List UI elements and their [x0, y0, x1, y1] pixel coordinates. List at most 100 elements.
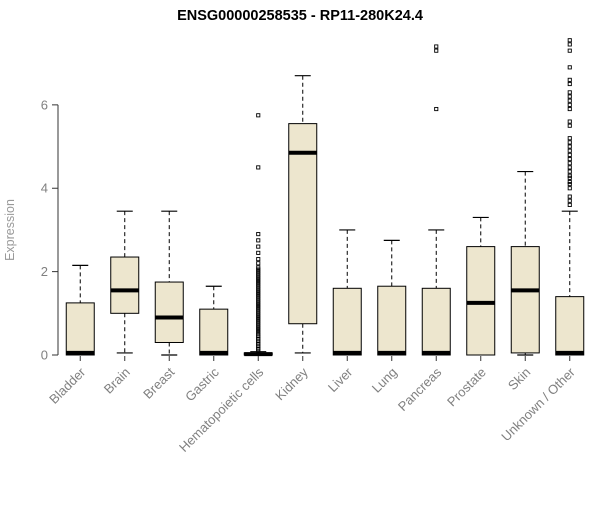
y-tick-label: 2 [41, 264, 48, 279]
outlier-point [256, 277, 261, 283]
outlier-point [256, 267, 261, 272]
boxplot-skin: Skin [505, 170, 540, 393]
outlier-point [256, 273, 261, 278]
outlier-point [567, 157, 572, 162]
outlier-point [256, 257, 261, 262]
outlier-point [567, 202, 572, 207]
outlier-point [256, 327, 261, 333]
outlier-point [256, 317, 261, 322]
outlier-point [567, 165, 572, 170]
x-category-label: Breast [140, 364, 177, 401]
x-category-label: Brain [101, 365, 133, 397]
y-tick-label: 4 [41, 181, 48, 196]
iqr-box [510, 246, 540, 354]
boxplot-prostate: Prostate [444, 216, 496, 410]
outlier-point [567, 179, 572, 185]
y-tick-label: 6 [41, 97, 48, 112]
outlier-point [256, 298, 261, 303]
outlier-point [256, 261, 261, 266]
outlier-point [567, 106, 572, 112]
outlier-point [567, 77, 572, 82]
boxplot-breast: Breast [140, 210, 184, 402]
outlier-point [567, 65, 572, 70]
outlier-point [256, 307, 261, 312]
x-category-label: Liver [325, 364, 356, 395]
x-category-label: Prostate [444, 365, 489, 410]
outlier-point [256, 282, 261, 287]
outlier-point [256, 309, 261, 314]
outlier-point [567, 169, 572, 174]
plot-area: 0 2 4 6 Bladder Brain Breast GastricHematopoiet… [41, 38, 585, 455]
outlier-point [567, 144, 572, 149]
outlier-point [567, 94, 572, 99]
outlier-point [567, 42, 572, 47]
outlier-point [256, 300, 261, 305]
x-category-label: Skin [505, 365, 533, 393]
boxplot-hematopoietic-cells: Hematopoietic cells [176, 113, 273, 455]
iqr-box [332, 287, 362, 356]
outlier-point [567, 98, 572, 103]
x-category-label: Kidney [272, 364, 311, 403]
chart-title: ENSG00000258535 - RP11-280K24.4 [177, 8, 423, 24]
outlier-point [567, 140, 572, 145]
x-category-label: Lung [369, 365, 400, 396]
boxplot-kidney: Kidney [272, 75, 318, 403]
outlier-point [567, 152, 572, 157]
iqr-box [110, 256, 140, 314]
outlier-point [256, 165, 261, 170]
outlier-point [256, 290, 261, 295]
outlier-point [256, 319, 261, 324]
boxplot-gastric: Gastric [182, 285, 229, 404]
iqr-box [466, 246, 496, 356]
outlier-point [256, 288, 261, 293]
iqr-box [377, 285, 407, 356]
iqr-box [421, 287, 451, 356]
outlier-point [256, 313, 261, 318]
outlier-point [256, 325, 261, 330]
outlier-point [256, 232, 261, 237]
outlier-point [256, 332, 261, 337]
x-category-label: Gastric [182, 364, 222, 404]
x-category-label: Pancreas [395, 364, 445, 414]
outlier-point [256, 321, 261, 326]
outlier-point [256, 265, 261, 270]
outlier-point [567, 148, 572, 153]
iqr-box [555, 296, 585, 356]
outlier-point [567, 90, 572, 95]
boxplot-brain: Brain [101, 210, 140, 397]
outlier-point [567, 48, 572, 53]
outlier-point [256, 275, 261, 280]
outlier-point [567, 81, 572, 87]
boxplot-pancreas: Pancreas [395, 44, 451, 414]
outlier-point [256, 244, 261, 249]
outlier-point [256, 296, 261, 301]
outlier-point [256, 269, 261, 274]
boxplot-bladder: Bladder [46, 264, 95, 407]
outlier-point [256, 294, 261, 299]
iqr-box [65, 302, 95, 356]
outlier-point [567, 182, 572, 187]
outlier-point [567, 123, 572, 128]
outlier-point [567, 198, 572, 203]
outlier-point [256, 330, 261, 335]
outlier-point [434, 106, 439, 112]
outlier-point [256, 311, 261, 316]
outlier-point [256, 284, 261, 289]
outlier-point [256, 286, 261, 291]
outlier-point [256, 323, 261, 328]
outlier-point [567, 186, 572, 191]
iqr-box [288, 123, 318, 325]
boxplot-lung: Lung [369, 239, 407, 396]
outlier-point [567, 119, 572, 124]
outlier-point [567, 194, 572, 199]
outlier-point [567, 175, 572, 180]
iqr-box [154, 281, 184, 343]
outlier-point [256, 302, 261, 308]
outlier-point [434, 44, 439, 49]
outlier-point [434, 48, 439, 53]
boxplot-liver: Liver [325, 229, 362, 395]
outlier-point [256, 250, 261, 255]
outlier-point [567, 173, 572, 178]
